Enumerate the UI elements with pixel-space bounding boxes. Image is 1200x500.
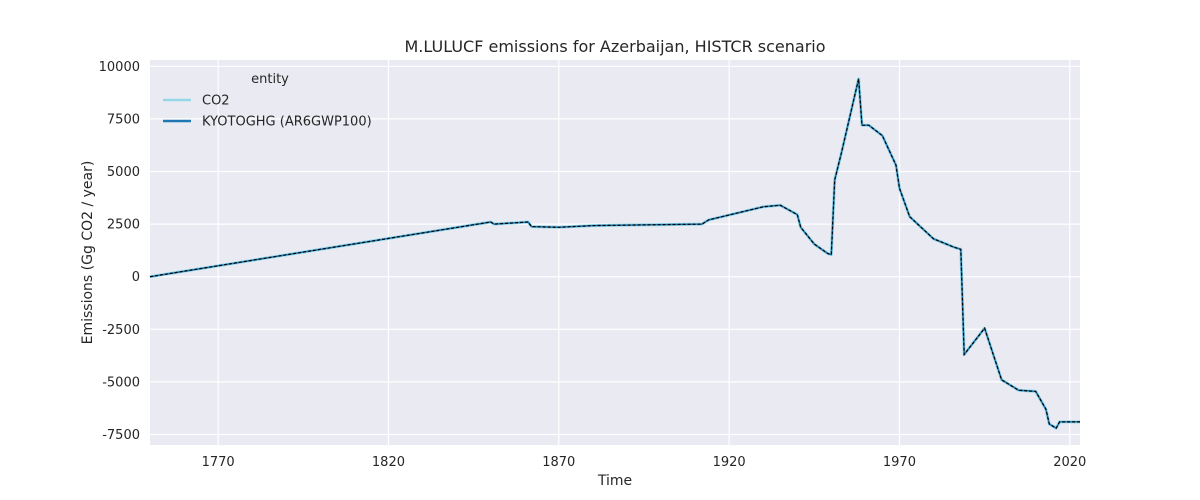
y-axis-label: Emissions (Gg CO2 / year): [80, 161, 96, 345]
legend-title: entity: [251, 72, 289, 87]
series-lines: [149, 77, 1080, 430]
x-tick-label: 1920: [713, 455, 746, 470]
legend-label-co2: CO2: [202, 94, 230, 109]
series-line-overlay: [149, 78, 1080, 430]
y-tick-label: 2500: [107, 218, 140, 233]
y-tick-label: -2500: [102, 323, 140, 338]
y-tick-label: 5000: [107, 165, 140, 180]
legend-label-kyotoghg: KYOTOGHG (AR6GWP100): [202, 115, 372, 130]
x-tick-label: 1770: [202, 455, 235, 470]
tick-labels: 1770 1820 1870 1920 1970 2020 -7500 -5000 -2500 0…: [99, 60, 1087, 470]
y-tick-label: 7500: [107, 112, 140, 127]
y-tick-label: -5000: [102, 375, 140, 390]
x-tick-label: 1870: [542, 455, 575, 470]
x-tick-label: 1970: [883, 455, 916, 470]
x-tick-label: 2020: [1053, 455, 1086, 470]
x-tick-label: 1820: [372, 455, 405, 470]
y-tick-label: 10000: [99, 60, 140, 75]
chart-title: M.LULUCF emissions for Azerbaijan, HISTC…: [404, 37, 825, 56]
y-tick-label: 0: [132, 270, 140, 285]
x-axis-label: Time: [597, 473, 632, 489]
y-tick-label: -7500: [102, 428, 140, 443]
legend: entity CO2 KYOTOGHG (AR6GWP100): [163, 72, 372, 130]
